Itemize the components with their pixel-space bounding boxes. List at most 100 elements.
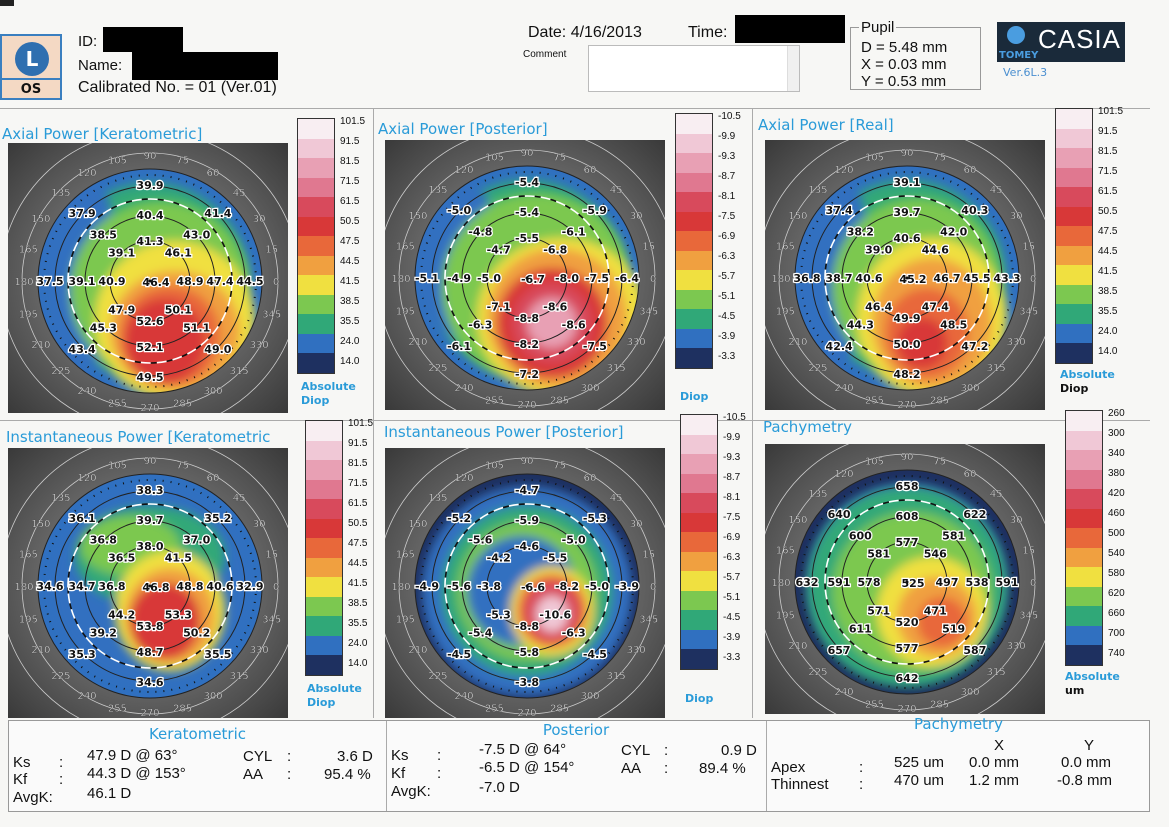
- scale-label: 101.5: [348, 418, 374, 429]
- scale-label: 71.5: [1098, 166, 1118, 177]
- separator: :: [859, 759, 864, 776]
- map-value: 45.5: [963, 272, 990, 285]
- color-swatch: [1066, 489, 1102, 509]
- scale-label: 44.5: [1098, 246, 1118, 257]
- map-value: 46.4: [865, 300, 892, 313]
- scale-label: -10.5: [723, 412, 746, 423]
- scale-label: 24.0: [340, 336, 360, 347]
- map-value: 587: [963, 644, 986, 657]
- map-value: 36.8: [90, 533, 117, 546]
- map-value: 48.7: [136, 646, 163, 659]
- color-swatch: [1066, 508, 1102, 528]
- ring: [84, 215, 216, 347]
- map-value: 642: [896, 672, 919, 685]
- color-swatch: [676, 289, 712, 309]
- map-value: 40.6: [893, 232, 920, 245]
- map-value: 40.6: [206, 580, 233, 593]
- comment-scrollbar[interactable]: [787, 46, 799, 91]
- scale-label: 14.0: [1098, 346, 1118, 357]
- map-value: 51.1: [183, 322, 210, 335]
- ring: [811, 486, 1003, 678]
- map-value: 49.0: [204, 343, 231, 356]
- tomey-logo-icon: [1007, 26, 1025, 44]
- angle-label: 15: [265, 549, 278, 560]
- pachymetry-title: Pachymetry: [914, 715, 1003, 733]
- map-value: -7.1: [487, 300, 511, 313]
- angle-label: 330: [1007, 641, 1026, 652]
- scale-label: 24.0: [348, 638, 368, 649]
- map-value: -5.2: [447, 512, 471, 525]
- ring: [841, 212, 973, 344]
- angle-label: 75: [176, 460, 189, 471]
- angle-label: 60: [584, 473, 597, 484]
- scale-unit-label: Diop: [307, 696, 336, 709]
- kerato-aa: 95.4 %: [324, 766, 371, 783]
- ring: [431, 490, 623, 682]
- color-swatch: [1056, 245, 1092, 265]
- color-swatch: [306, 635, 342, 655]
- angle-label: 180: [14, 582, 33, 593]
- kerato-kf: 44.3 D @ 153°: [87, 765, 186, 782]
- map-value: -3.9: [615, 580, 639, 593]
- angle-label: 195: [396, 307, 415, 318]
- angle-label: 90: [521, 148, 534, 159]
- map-value: 47.9: [108, 303, 135, 316]
- angle-label: 300: [580, 383, 599, 394]
- angle-label: 45: [990, 489, 1003, 500]
- redaction: [132, 52, 278, 80]
- color-swatch: [298, 158, 334, 178]
- scale-label: 50.5: [348, 518, 368, 529]
- map-value: 36.5: [108, 552, 135, 565]
- keratometric-title: Keratometric: [148, 725, 247, 743]
- angle-label: 30: [630, 211, 643, 222]
- id-label: ID:: [78, 33, 98, 50]
- scale-label: 47.5: [348, 538, 368, 549]
- comment-field[interactable]: [588, 45, 800, 92]
- angle-label: 270: [897, 400, 916, 410]
- map-value: -5.5: [543, 552, 567, 565]
- angle-label: 150: [408, 519, 427, 530]
- separator: :: [287, 748, 292, 765]
- kerato-aa-label: AA: [243, 766, 264, 783]
- color-swatch: [676, 211, 712, 231]
- color-swatch: [681, 571, 717, 591]
- apex-marker: [148, 584, 152, 588]
- angle-label: 75: [933, 152, 946, 163]
- map-value: 35.2: [204, 512, 231, 525]
- angle-label: 75: [176, 155, 189, 166]
- color-swatch: [1056, 128, 1092, 148]
- scale-label: 61.5: [348, 498, 368, 509]
- angle-label: 225: [808, 667, 827, 678]
- map-value: 42.0: [940, 225, 967, 238]
- logo-brand: CASIA: [1037, 24, 1121, 54]
- color-swatch: [676, 231, 712, 251]
- pupil-outline: [824, 195, 990, 361]
- angle-label: 330: [1007, 337, 1026, 348]
- scale-label: 81.5: [340, 156, 360, 167]
- map-value: 37.9: [69, 207, 96, 220]
- scale-label: -6.3: [723, 552, 741, 563]
- kerato-cyl-label: CYL: [243, 748, 273, 765]
- divider: [766, 721, 767, 811]
- scale-label: -5.7: [723, 572, 741, 583]
- angle-label: 330: [627, 645, 646, 656]
- separator: :: [664, 760, 669, 777]
- angle-label: 300: [580, 691, 599, 702]
- scale-label: -9.3: [718, 151, 736, 162]
- scale-unit: Absolute Diop: [301, 380, 356, 408]
- post-aa: 89.4 %: [699, 760, 746, 777]
- separator: :: [437, 765, 442, 782]
- angle-label: 90: [144, 151, 157, 162]
- scale-type: Absolute: [1060, 368, 1115, 381]
- map-value: 48.9: [176, 275, 203, 288]
- eye-indicator: L OS: [0, 34, 62, 100]
- color-scale-labels: 101.5 91.5 81.5 71.5 61.5 50.5 47.5 44.5 41.5 38.…: [1098, 102, 1123, 362]
- angle-label: 30: [253, 519, 266, 530]
- ring: [794, 469, 1020, 695]
- color-map: [38, 474, 262, 698]
- ring: [37, 168, 263, 394]
- color-scale-labels: -10.5 -9.9 -9.3 -8.7 -8.1 -7.5 -6.9 -6.3 -5.7 -5.…: [718, 107, 741, 367]
- name-label: Name:: [78, 57, 123, 74]
- divider: [0, 108, 1150, 109]
- scale-label: -4.5: [718, 311, 736, 322]
